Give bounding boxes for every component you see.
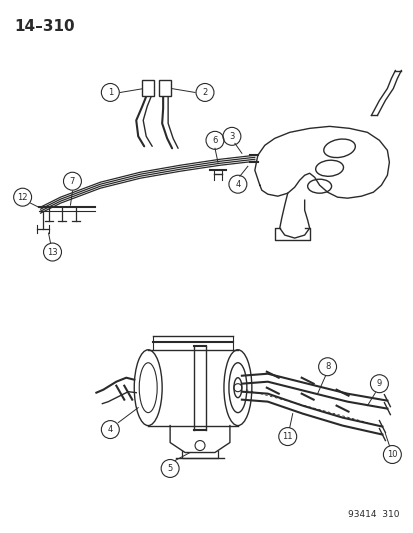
Text: 6: 6 xyxy=(212,136,217,145)
Text: 10: 10 xyxy=(386,450,396,459)
Text: 11: 11 xyxy=(282,432,292,441)
Text: 12: 12 xyxy=(17,193,28,201)
Text: 5: 5 xyxy=(167,464,172,473)
Text: 4: 4 xyxy=(235,180,240,189)
Text: 3: 3 xyxy=(229,132,234,141)
FancyBboxPatch shape xyxy=(159,80,171,96)
Text: 2: 2 xyxy=(202,88,207,97)
FancyBboxPatch shape xyxy=(142,80,154,96)
Text: 93414  310: 93414 310 xyxy=(347,510,399,519)
Text: 9: 9 xyxy=(376,379,381,388)
Text: 1: 1 xyxy=(107,88,113,97)
Text: 13: 13 xyxy=(47,247,58,256)
Text: 8: 8 xyxy=(324,362,330,372)
Text: 14–310: 14–310 xyxy=(14,19,75,34)
Text: 4: 4 xyxy=(107,425,113,434)
Text: 7: 7 xyxy=(70,177,75,185)
